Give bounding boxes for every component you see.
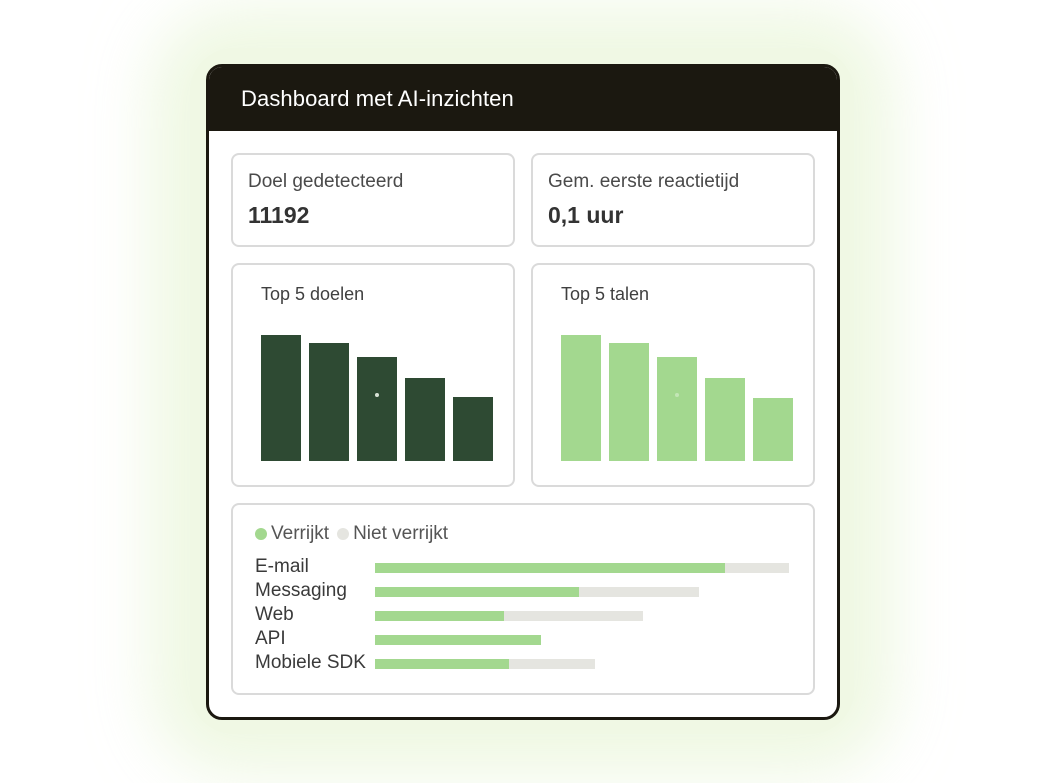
chart-bar — [309, 343, 349, 461]
channel-label: Messaging — [255, 580, 347, 601]
channel-bar-track — [375, 659, 595, 669]
chart-bar — [753, 398, 793, 461]
chart-bar — [561, 335, 601, 461]
stat-card-goals-detected: Doel gedetecteerd 11192 — [231, 153, 515, 247]
chart-bar — [453, 397, 493, 461]
channel-label: Mobiele SDK — [255, 652, 366, 673]
channel-label: API — [255, 628, 286, 649]
channel-bar-enriched — [375, 611, 504, 621]
dashboard-title-bar: Dashboard met AI-inzichten — [209, 67, 837, 131]
legend-item-enriched: Verrijkt — [255, 523, 329, 545]
channel-bar-track — [375, 563, 789, 573]
legend-item-not-enriched: Niet verrijkt — [337, 523, 448, 545]
channel-bar-track — [375, 611, 643, 621]
channel-bar-track — [375, 635, 541, 645]
channel-row: Messaging — [255, 579, 815, 603]
bar-group — [561, 331, 801, 461]
stat-label: Doel gedetecteerd — [248, 171, 404, 192]
legend-label: Niet verrijkt — [353, 523, 449, 544]
stat-label: Gem. eerste reactietijd — [548, 171, 740, 192]
chart-marker-dot — [375, 393, 379, 397]
chart-bar — [357, 357, 397, 461]
channel-bar-enriched — [375, 659, 509, 669]
chart-bar — [705, 378, 745, 461]
channel-enrichment-card: Verrijkt Niet verrijkt E-mail Messaging We… — [231, 503, 815, 695]
channel-row: Web — [255, 603, 815, 627]
chart-bar — [405, 378, 445, 461]
channel-bar-enriched — [375, 563, 725, 573]
chart-title: Top 5 doelen — [261, 284, 365, 304]
legend-dot-icon — [337, 528, 350, 540]
chart-bar — [261, 335, 301, 461]
bar-group — [261, 331, 501, 461]
channel-bar-enriched — [375, 587, 579, 597]
channel-bar-track — [375, 587, 699, 597]
stat-value: 0,1 uur — [548, 202, 624, 228]
legend-label: Verrijkt — [271, 523, 330, 544]
channel-row: E-mail — [255, 555, 815, 579]
dashboard-title: Dashboard met AI-inzichten — [241, 86, 514, 111]
channel-label: Web — [255, 604, 294, 625]
chart-bar — [609, 343, 649, 461]
dashboard-card: Dashboard met AI-inzichten Doel gedetect… — [206, 64, 840, 720]
chart-title: Top 5 talen — [561, 284, 650, 304]
chart-marker-dot — [675, 393, 679, 397]
chart-bar — [657, 357, 697, 461]
chart-card-top-languages: Top 5 talen — [531, 263, 815, 487]
chart-legend: Verrijkt Niet verrijkt — [255, 523, 456, 545]
channel-bar-enriched — [375, 635, 541, 645]
chart-card-top-goals: Top 5 doelen — [231, 263, 515, 487]
legend-dot-icon — [255, 528, 267, 540]
stat-card-response-time: Gem. eerste reactietijd 0,1 uur — [531, 153, 815, 247]
channel-label: E-mail — [255, 556, 309, 577]
stat-value: 11192 — [248, 202, 310, 228]
channel-row: API — [255, 627, 815, 651]
channel-row: Mobiele SDK — [255, 651, 815, 675]
